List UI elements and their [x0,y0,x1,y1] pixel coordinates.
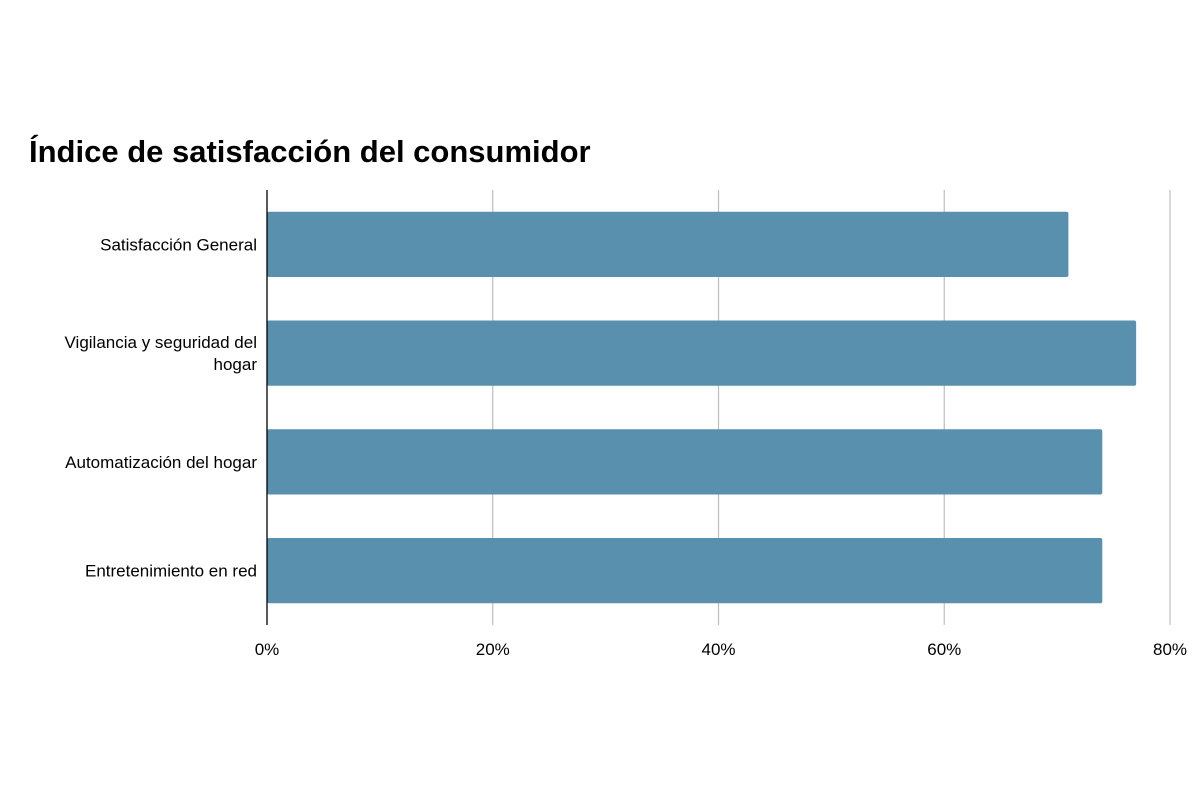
x-tick-labels: 0% 20% 40% 60% 80% [255,640,1187,659]
category-label: Vigilancia y seguridad del hogar [65,333,258,374]
category-label: Automatización del hogar [65,453,257,472]
bar [267,211,1069,277]
category-label: Satisfacción General [100,235,257,254]
chart-title: Índice de satisfacción del consumidor [29,134,591,169]
bar [267,320,1137,386]
x-tick-label: 40% [701,640,735,659]
x-tick-label: 80% [1153,640,1187,659]
bars [267,211,1137,604]
category-labels: Satisfacción General Vigilancia y segurid… [65,235,258,580]
x-tick-label: 0% [255,640,280,659]
x-tick-label: 60% [927,640,961,659]
bar [267,538,1103,604]
category-label: Entretenimiento en red [85,562,257,581]
x-tick-label: 20% [476,640,510,659]
bar [267,429,1103,495]
